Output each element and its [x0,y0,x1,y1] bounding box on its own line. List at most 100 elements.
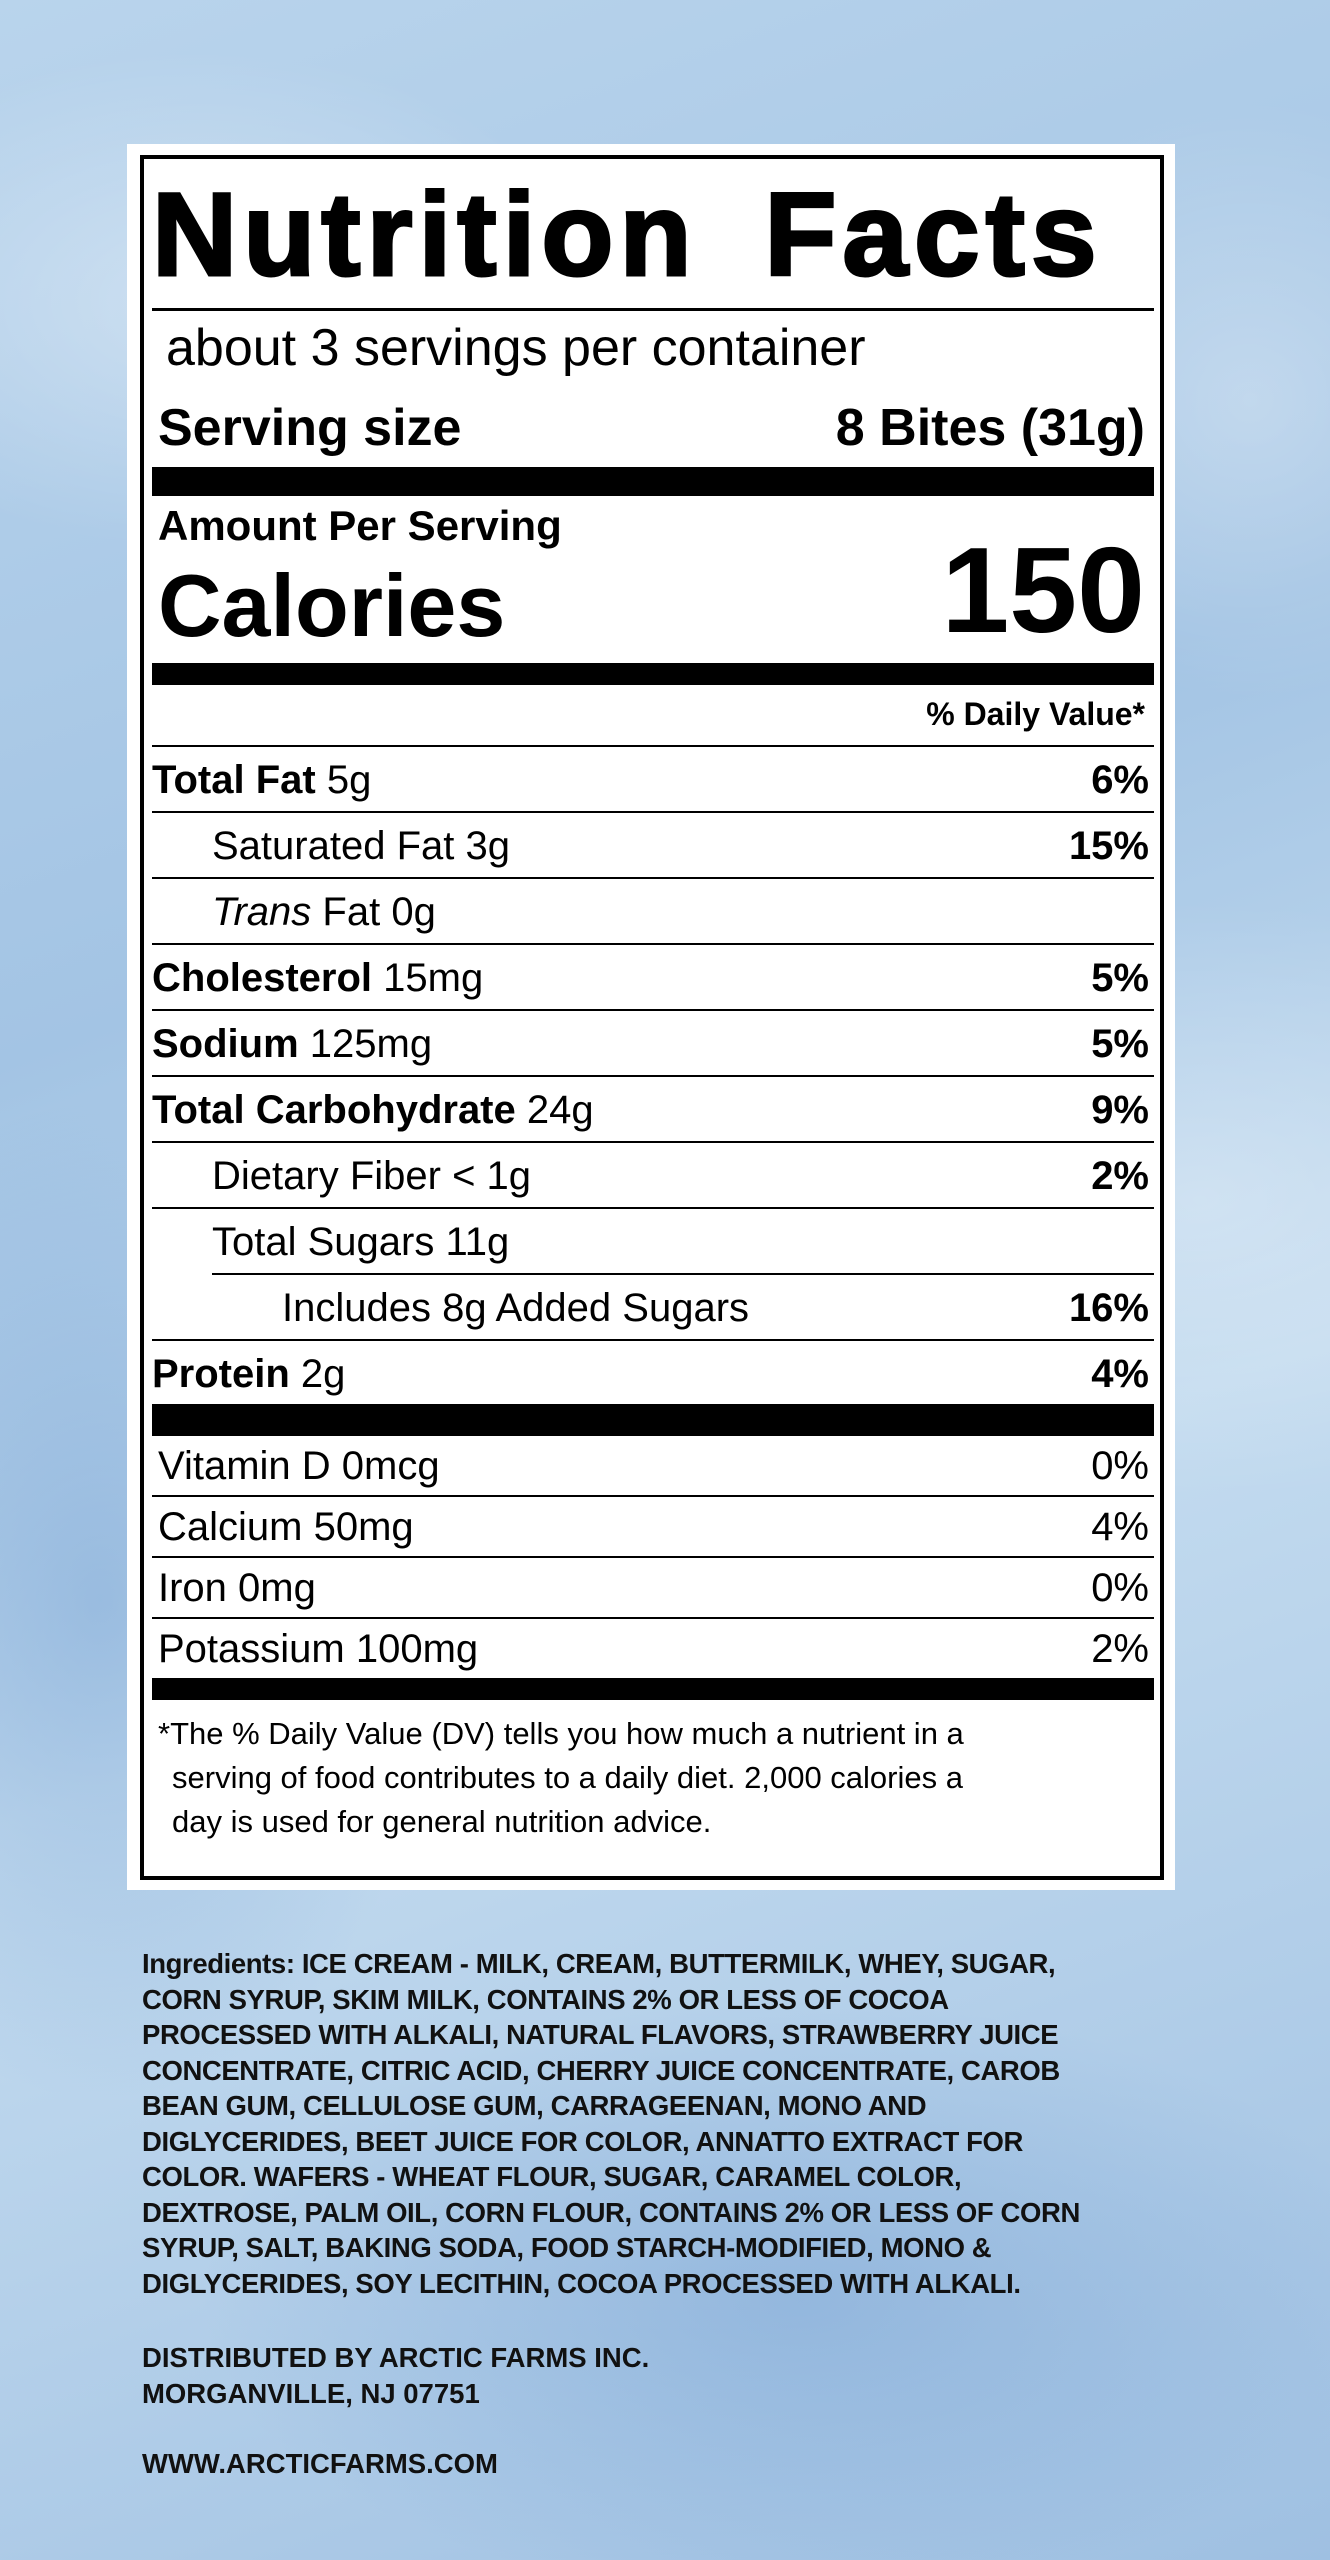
nutrient-amount: 11g [445,1219,510,1264]
calories-label: Calories [158,556,506,655]
vitamin-daily-value: 0% [1091,1566,1149,1610]
divider [152,1617,1154,1619]
nutrient-name: Total Fat 5g [152,758,371,803]
vitamin-row: Vitamin D 0mcg 0% [152,1436,1149,1497]
divider [152,1556,1154,1558]
nutrient-daily-value: 9% [1091,1087,1149,1132]
vitamin-row: Iron 0mg 0% [152,1558,1149,1619]
divider [212,1273,1154,1275]
divider [152,745,1154,747]
nutrient-row: Saturated Fat 3g 15% [152,813,1149,879]
divider [152,1075,1154,1077]
nutrient-daily-value: 16% [1068,1285,1149,1330]
nutrient-name: Total Carbohydrate 24g [152,1088,594,1133]
footnote-line: *The % Daily Value (DV) tells you how mu… [158,1716,964,1751]
vitamin-daily-value: 0% [1091,1444,1149,1488]
calories-value: 150 [941,522,1145,658]
nutrient-row: Dietary Fiber < 1g 2% [152,1143,1149,1209]
ingredients-line: SYRUP, SALT, BAKING SODA, FOOD STARCH-MO… [142,2232,992,2263]
thick-divider [152,1678,1154,1700]
vitamin-daily-value: 2% [1091,1627,1149,1671]
ingredients-line: CORN SYRUP, SKIM MILK, CONTAINS 2% OR LE… [142,1983,949,2015]
vitamin-name: Iron 0mg [158,1566,316,1610]
nutrient-label: Cholesterol [152,955,373,1000]
nutrient-daily-value: 5% [1091,1021,1149,1066]
distributor-address: MORGANVILLE, NJ 07751 [142,2378,480,2409]
divider [152,943,1154,945]
serving-size-value: 8 Bites (31g) [835,399,1145,457]
thick-divider [152,1404,1154,1436]
vitamin-name: Vitamin D 0mcg [158,1444,440,1488]
nutrient-row: Total Sugars 11g [152,1209,1149,1275]
nutrition-facts-title: Nutrition Facts [151,169,1103,302]
nutrient-row: Total Fat 5g 6% [152,747,1149,813]
nutrient-amount: 15mg [383,955,484,1000]
distributor-name: DISTRIBUTED BY ARCTIC FARMS INC. [142,2342,650,2373]
vitamin-name: Calcium 50mg [158,1505,414,1549]
vitamin-name: Potassium 100mg [158,1627,479,1671]
serving-size-label: Serving size [158,399,462,457]
amount-per-serving: Amount Per Serving [158,502,562,549]
ingredients-line: COLOR. WAFERS - WHEAT FLOUR, SUGAR, CARA… [142,2161,962,2192]
nutrient-daily-value: 5% [1091,955,1149,1000]
nutrient-name: Saturated Fat 3g [152,824,510,869]
ingredients-line: BEAN GUM, CELLULOSE GUM, CARRAGEENAN, MO… [142,2090,927,2121]
vitamin-row: Potassium 100mg 2% [152,1619,1149,1680]
vitamin-daily-value: 4% [1091,1505,1149,1549]
ingredients-line: CONCENTRATE, CITRIC ACID, CHERRY JUICE C… [142,2054,1060,2086]
nutrient-amount: 5g [326,757,372,802]
nutrient-row: Total Carbohydrate 24g 9% [152,1077,1149,1143]
divider [152,1339,1154,1341]
nutrient-label-suffix: Fat [322,889,381,934]
nutrient-row: Includes 8g Added Sugars 16% [152,1275,1149,1341]
divider [152,1009,1154,1011]
daily-value-header: % Daily Value* [926,696,1145,732]
nutrient-row: Sodium 125mg 5% [152,1011,1149,1077]
nutrient-label: Protein [152,1351,290,1396]
nutrient-label: Dietary Fiber [212,1153,441,1198]
distributor-info: DISTRIBUTED BY ARCTIC FARMS INC. MORGANV… [142,2340,649,2412]
divider [152,1141,1154,1143]
nutrient-daily-value: 15% [1068,823,1149,868]
nutrient-amount: 0g [391,889,436,934]
divider [152,811,1154,813]
nutrient-label: Total Fat [152,757,316,802]
nutrient-label: Saturated Fat [212,823,455,868]
nutrient-label: Includes 8g Added Sugars [282,1285,750,1330]
ingredients-line: PROCESSED WITH ALKALI, NATURAL FLAVORS, … [142,2019,1059,2050]
nutrient-amount: 24g [526,1087,594,1132]
nutrient-name: Protein 2g [152,1352,345,1397]
nutrient-amount: 2g [300,1351,346,1396]
nutrient-row: Cholesterol 15mg 5% [152,945,1149,1011]
vitamin-row: Calcium 50mg 4% [152,1497,1149,1558]
ingredients-line: DEXTROSE, PALM OIL, CORN FLOUR, CONTAINS… [142,2196,1080,2228]
nutrient-name: Sodium 125mg [152,1022,432,1067]
ingredients-line: Ingredients: ICE CREAM - MILK, CREAM, BU… [142,1948,1056,1979]
nutrient-label: Sodium [152,1021,299,1066]
website-link[interactable]: WWW.ARCTICFARMS.COM [142,2448,498,2479]
nutrient-amount: 3g [465,823,511,868]
nutrient-label: Trans [212,889,312,934]
servings-per-container: about 3 servings per container [166,319,866,377]
nutrient-daily-value: 2% [1091,1153,1149,1198]
ingredients-line: DIGLYCERIDES, BEET JUICE FOR COLOR, ANNA… [142,2125,1023,2157]
footnote-line: serving of food contributes to a daily d… [172,1760,963,1795]
nutrient-amount: < 1g [452,1153,532,1198]
thick-divider [152,467,1154,496]
ingredients-line: DIGLYCERIDES, SOY LECITHIN, COCOA PROCES… [142,2267,1021,2299]
nutrient-daily-value: 4% [1091,1351,1149,1396]
nutrient-row: Trans Fat 0g [152,879,1149,945]
footnote-line: day is used for general nutrition advice… [172,1804,712,1839]
nutrient-name: Trans Fat 0g [152,890,436,935]
nutrition-label-panel [127,144,1175,1890]
nutrient-row: Protein 2g 4% [152,1341,1149,1407]
nutrient-name: Includes 8g Added Sugars [152,1286,749,1331]
nutrient-daily-value: 6% [1091,757,1149,802]
daily-value-footnote: *The % Daily Value (DV) tells you how mu… [158,1712,1148,1844]
divider [152,1495,1154,1497]
nutrition-label-border [140,155,1164,1880]
nutrient-label: Total Sugars [212,1219,435,1264]
divider [152,877,1154,879]
divider [152,308,1154,311]
nutrient-name: Dietary Fiber < 1g [152,1154,531,1199]
